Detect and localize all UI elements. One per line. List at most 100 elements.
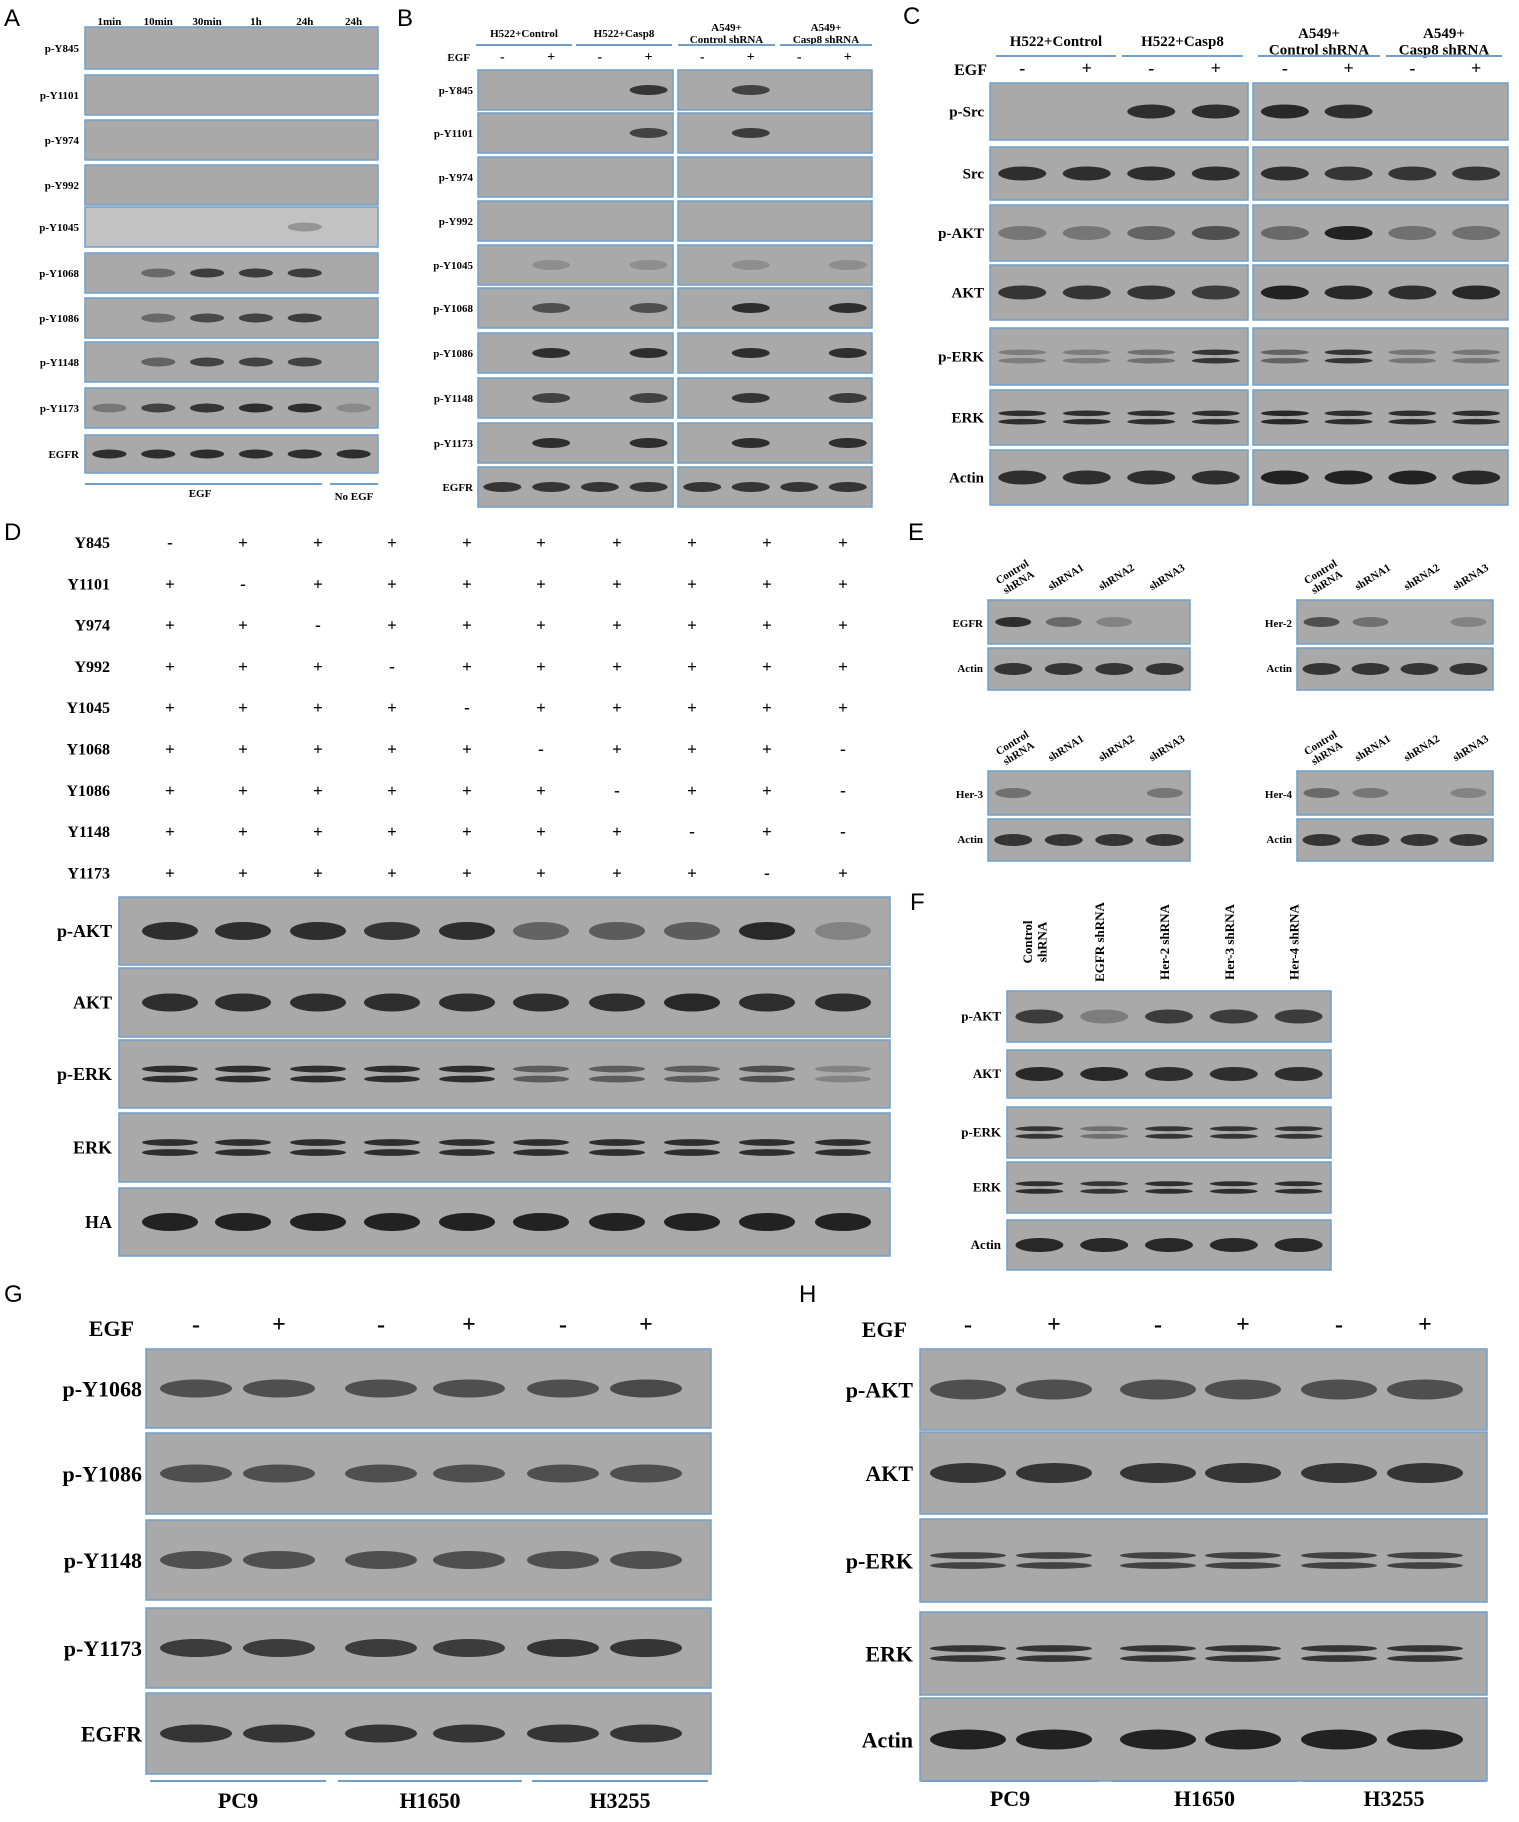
mutation-sign: +: [838, 863, 848, 882]
blot-band: [629, 128, 668, 138]
blot-band: [1016, 1729, 1092, 1750]
panel-letter-B: B: [397, 5, 413, 32]
blot-band: [532, 260, 571, 270]
blot-band: [1209, 1181, 1258, 1187]
blot-band: [1191, 349, 1240, 356]
blot-band: [731, 348, 770, 358]
blot-band: [1145, 1067, 1193, 1081]
blot-band: [1080, 1181, 1129, 1187]
treatment-label: EGF: [954, 62, 987, 79]
mutation-sign: +: [165, 781, 175, 800]
blot-band: [1388, 418, 1437, 425]
blot-band: [160, 1551, 232, 1569]
blot-band: [629, 85, 668, 95]
row-label: p-ERK: [57, 1064, 112, 1084]
blot-band: [141, 268, 176, 278]
row-label: p-Y1173: [64, 1636, 142, 1661]
blot-band: [1080, 1133, 1129, 1139]
col-label: ControlshRNA: [994, 729, 1038, 769]
group-label: No EGF: [335, 491, 374, 503]
treatment-sign: +: [462, 1312, 476, 1338]
blot-band: [287, 268, 322, 278]
blot-band: [930, 1729, 1006, 1750]
blot-band: [1044, 663, 1083, 675]
blot-band: [1260, 470, 1309, 485]
blot-band: [1145, 1126, 1193, 1132]
blot-band: [1191, 104, 1240, 119]
blot-band: [1260, 357, 1309, 364]
mutation-sign: -: [167, 533, 173, 552]
mutation-sign: +: [536, 574, 546, 593]
blot-band: [243, 1551, 315, 1569]
blot-band: [995, 788, 1032, 798]
mutation-sign: +: [687, 574, 697, 593]
blot-band: [336, 449, 371, 459]
blot-band: [290, 1065, 346, 1073]
blot-band: [1145, 1188, 1193, 1194]
col-label: shRNA1: [1353, 562, 1393, 593]
blot-band: [739, 1149, 795, 1156]
panel-letter-C: C: [903, 3, 920, 30]
blot-band: [1146, 788, 1183, 798]
blot-band: [828, 438, 867, 448]
blot-band: [527, 1464, 599, 1483]
mutation-sign: +: [762, 616, 772, 635]
mutation-label: Y1173: [67, 865, 110, 882]
blot-band: [580, 482, 619, 492]
panel-letter-D: D: [4, 519, 21, 546]
treatment-sign: -: [559, 1312, 567, 1338]
blot-band: [1205, 1729, 1281, 1750]
treatment-label: EGF: [447, 52, 470, 64]
blot-band: [1301, 1655, 1377, 1662]
blot-band: [1452, 410, 1501, 417]
blot-band: [1449, 834, 1488, 846]
blot-band: [141, 403, 176, 413]
blot-band: [1388, 349, 1437, 356]
blot-band: [483, 482, 522, 492]
treatment-sign: -: [500, 50, 505, 65]
blot-band: [1303, 788, 1340, 798]
blot-strip: [919, 1518, 1488, 1603]
mutation-sign: +: [687, 740, 697, 759]
cell-line-label: PC9: [218, 1788, 258, 1813]
mutation-sign: +: [838, 574, 848, 593]
col-label: shRNA2: [1097, 562, 1137, 593]
row-label: p-Y1068: [433, 303, 473, 315]
blot-band: [930, 1463, 1006, 1483]
group-label: A549+ Control shRNA: [690, 22, 764, 46]
treatment-sign: +: [547, 50, 555, 65]
blot-strip: [1252, 389, 1509, 446]
blot-band: [1450, 788, 1487, 798]
blot-band: [290, 922, 346, 940]
treatment-sign: +: [1236, 1312, 1250, 1338]
blot-band: [189, 449, 225, 459]
blot-band: [731, 303, 770, 313]
blot-band: [995, 617, 1032, 627]
blot-strip: [677, 112, 873, 154]
blot-band: [1452, 285, 1501, 300]
mutation-sign: +: [536, 533, 546, 552]
blot-band: [160, 1639, 232, 1657]
blot-band: [439, 1139, 495, 1146]
row-label: p-Y845: [439, 85, 474, 97]
blot-band: [215, 922, 271, 940]
blot-band: [364, 1075, 420, 1083]
blot-band: [589, 1139, 645, 1146]
blot-band: [513, 1149, 569, 1156]
mutation-sign: +: [838, 533, 848, 552]
row-label: p-AKT: [846, 1378, 914, 1403]
col-label: ControlshRNA: [1302, 729, 1346, 769]
blot-strip: [118, 1039, 891, 1109]
row-label: ERK: [973, 1180, 1002, 1195]
blot-band: [532, 303, 571, 313]
row-label: AKT: [973, 1066, 1002, 1081]
blot-band: [439, 1213, 495, 1231]
blot-band: [1351, 834, 1390, 846]
row-label: Her-2: [1265, 618, 1293, 630]
blot-band: [1127, 410, 1176, 417]
blot-band: [1062, 285, 1111, 300]
blot-band: [290, 1149, 346, 1156]
treatment-label: EGF: [862, 1317, 907, 1342]
blot-strip: [677, 244, 873, 286]
treatment-sign: -: [1282, 58, 1288, 78]
